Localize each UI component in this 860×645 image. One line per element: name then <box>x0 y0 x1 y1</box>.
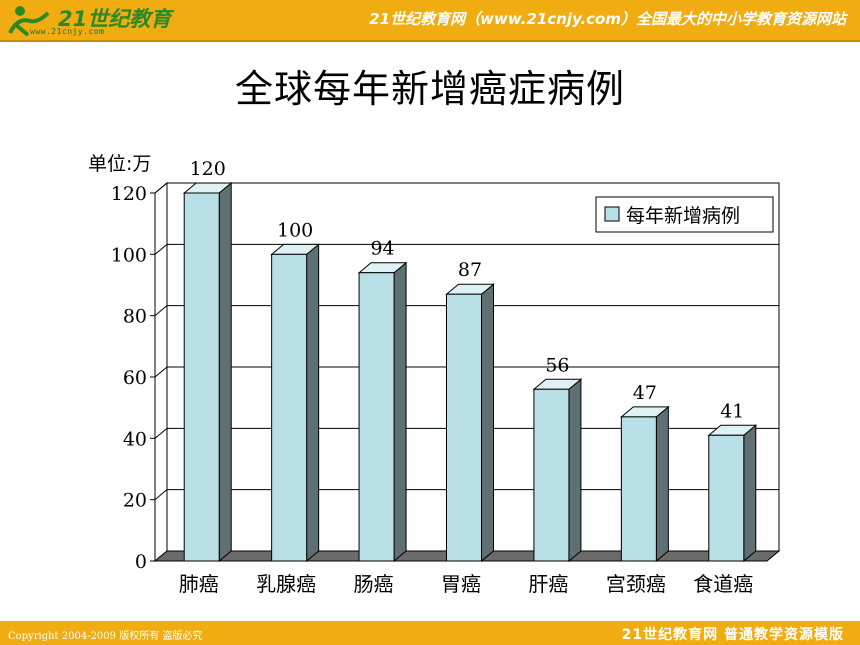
x-tick-label: 乳腺癌 <box>256 572 316 596</box>
bar <box>446 293 482 562</box>
footer-brand: 21世纪教育网 普通教学资源模版 <box>621 627 844 643</box>
y-tick-label: 40 <box>123 428 147 450</box>
bar <box>271 253 308 562</box>
bar <box>708 434 745 562</box>
bar <box>358 272 395 562</box>
y-tick-label: 60 <box>123 367 147 389</box>
bar-side <box>218 181 232 563</box>
y-axis-label: 单位:万 <box>88 153 151 175</box>
y-tick-label: 20 <box>123 490 147 512</box>
legend-box <box>595 196 774 233</box>
data-label: 41 <box>720 400 744 422</box>
copyright-text: Copyright 2004-2009 版权所有 盗版必究 <box>8 631 203 642</box>
x-tick-label: 肺癌 <box>179 572 219 596</box>
y-tick-label: 100 <box>111 244 147 266</box>
legend-swatch <box>604 206 620 222</box>
page-title: 全球每年新增癌症病例 <box>234 67 625 111</box>
x-tick-label: 肠癌 <box>354 572 394 596</box>
gridline <box>154 366 779 378</box>
bar-chart: 0 20 40 60 80 100 120 单位:万 120 肺癌 100 乳腺癌 94 肠癌 87 胃癌 56… <box>88 153 781 596</box>
bar-side <box>568 378 582 563</box>
y-tick-label: 80 <box>123 306 147 328</box>
data-label: 120 <box>190 158 226 180</box>
bar <box>533 388 570 562</box>
bar-side <box>306 243 320 563</box>
gridline <box>154 305 779 317</box>
data-label: 56 <box>545 354 569 376</box>
bar-side <box>481 283 494 563</box>
header-divider <box>0 40 860 42</box>
y-tick-label: 120 <box>111 183 147 205</box>
bottom-banner: Copyright 2004-2009 版权所有 盗版必究 21世纪教育网 普通… <box>0 621 860 645</box>
x-tick-label: 胃癌 <box>441 572 481 596</box>
x-tick-label: 宫颈癌 <box>606 572 666 596</box>
logo-url: www.21cnjy.com <box>30 27 105 36</box>
x-tick-label: 食道癌 <box>693 572 753 596</box>
data-label: 94 <box>370 238 394 260</box>
logo-icon <box>8 6 50 37</box>
bar-side <box>393 261 407 563</box>
bar <box>183 192 220 562</box>
top-banner: 21世纪教育 www.21cnjy.com 21世纪教育网（www.21cnjy… <box>0 0 860 40</box>
bar-side <box>655 405 669 563</box>
bar <box>620 416 657 562</box>
data-label: 100 <box>277 219 313 241</box>
logo-text: 21世纪教育 <box>58 7 172 31</box>
gridline <box>154 182 779 194</box>
data-label: 47 <box>633 382 657 404</box>
data-label: 87 <box>458 259 482 281</box>
site-name: 21世纪教育网（www.21cnjy.com）全国最大的中小学教育资源网站 <box>369 10 846 28</box>
x-tick-label: 肝癌 <box>528 572 568 596</box>
legend-label: 每年新增病例 <box>626 205 740 227</box>
bar-side <box>743 424 757 563</box>
y-tick-label: 0 <box>135 551 147 573</box>
gridline <box>154 243 779 255</box>
